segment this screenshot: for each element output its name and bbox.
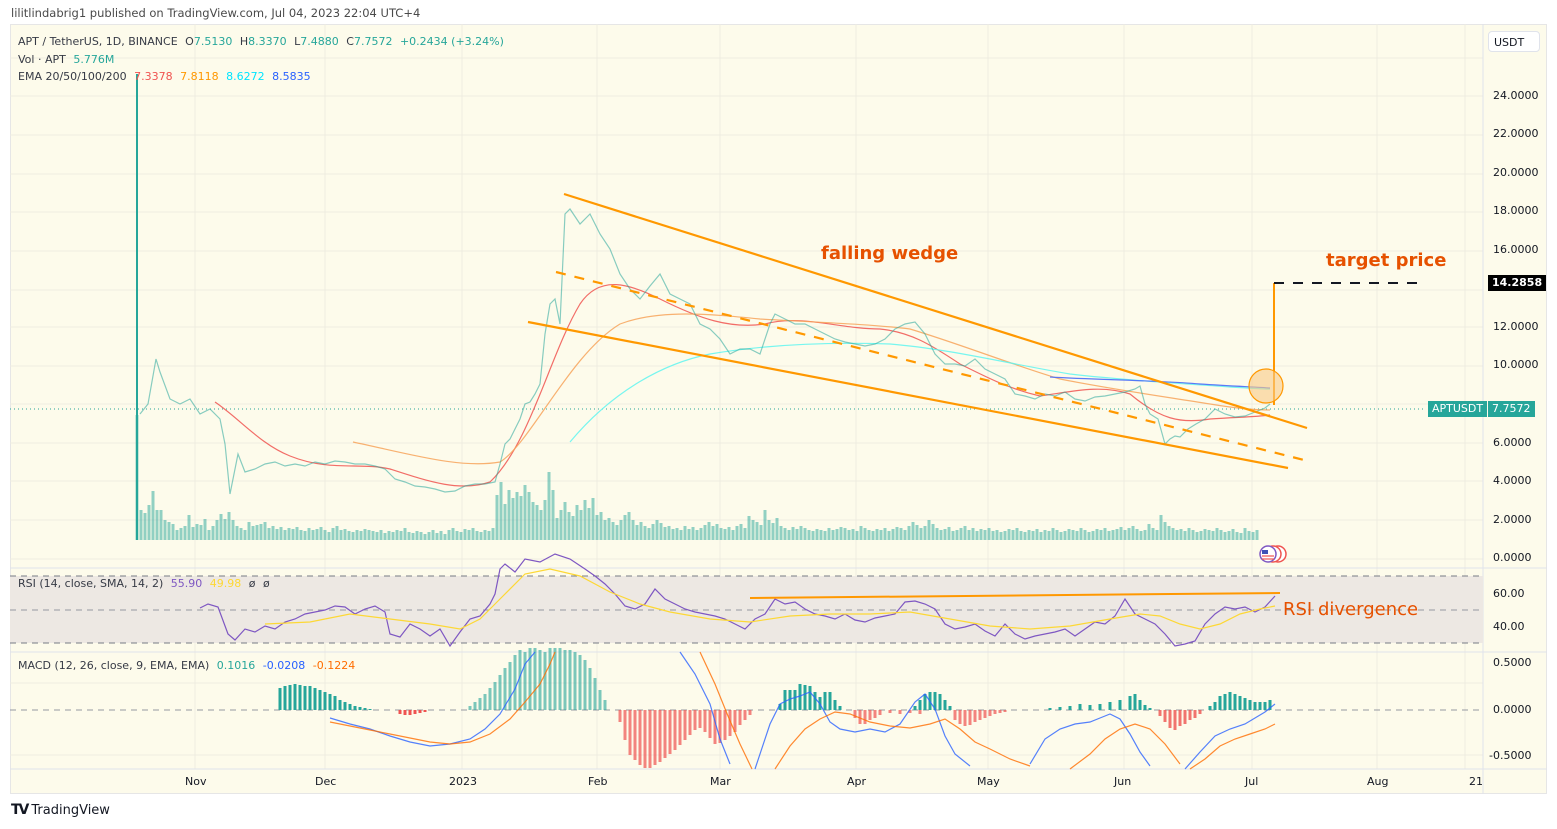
- ema-label: EMA 20/50/100/200: [18, 70, 127, 83]
- price-tick: 2.0000: [1493, 513, 1532, 526]
- rsi-tick: 40.00: [1493, 620, 1525, 633]
- ema100-line: [569, 342, 1271, 443]
- close-value: 7.7572: [353, 35, 393, 48]
- symbol-legend[interactable]: APT / TetherUS, 1D, BINANCE O7.5130 H8.3…: [18, 35, 508, 48]
- high-value: 8.3370: [248, 35, 287, 48]
- macd-legend[interactable]: MACD (12, 26, close, 9, EMA, EMA) 0.1016…: [18, 659, 359, 672]
- published-caption: lilitlindabrig1 published on TradingView…: [11, 6, 421, 20]
- ema20-value: 7.3378: [134, 70, 173, 83]
- ema100-value: 8.6272: [226, 70, 265, 83]
- ema20-line: [214, 283, 1271, 487]
- price-tick: 6.0000: [1493, 436, 1532, 449]
- target-price-label[interactable]: target price: [1326, 250, 1447, 271]
- open-value: 7.5130: [193, 35, 233, 48]
- macd-histogram: [278, 648, 1272, 768]
- ohlc-high: H8.3370: [240, 35, 287, 48]
- rsi-legend[interactable]: RSI (14, close, SMA, 14, 2) 55.90 49.98 …: [18, 577, 274, 590]
- price-tick: 16.0000: [1493, 243, 1539, 256]
- price-tick: 12.0000: [1493, 320, 1539, 333]
- low-value: 7.4880: [300, 35, 339, 48]
- volume-label: Vol · APT: [18, 53, 66, 66]
- target-price-tag: 14.2858: [1488, 275, 1547, 291]
- time-label: Jul: [1245, 775, 1259, 788]
- last-price-tag: 7.7572: [1488, 401, 1535, 417]
- time-label: May: [977, 775, 1000, 788]
- volume-legend[interactable]: Vol · APT 5.776M: [18, 53, 118, 66]
- price-tick: 10.0000: [1493, 358, 1539, 371]
- price-tick: 20.0000: [1493, 166, 1539, 179]
- ema200-value: 8.5835: [272, 70, 311, 83]
- rsi-tick: 60.00: [1493, 587, 1525, 600]
- ema50-value: 7.8118: [180, 70, 219, 83]
- ohlc-open: O7.5130: [185, 35, 232, 48]
- change-value: +0.2434 (+3.24%): [399, 35, 504, 48]
- macd-label: MACD (12, 26, close, 9, EMA, EMA): [18, 659, 210, 672]
- low-label: L: [294, 35, 301, 48]
- currency-button[interactable]: USDT: [1488, 31, 1540, 52]
- high-label: H: [239, 35, 249, 48]
- time-label: Nov: [185, 775, 207, 788]
- breakout-circle[interactable]: [1248, 368, 1284, 404]
- macd-tick: 0.0000: [1493, 703, 1532, 716]
- time-label: Aug: [1367, 775, 1389, 788]
- rsi-label: RSI (14, close, SMA, 14, 2): [18, 577, 164, 590]
- rsi-na-value-2: ø: [262, 577, 270, 590]
- close-label: C: [346, 35, 354, 48]
- price-tick: 24.0000: [1493, 89, 1539, 102]
- macd-signal-line: [329, 651, 1276, 770]
- time-label: 2023: [449, 775, 477, 788]
- ohlc-close: C7.7572: [346, 35, 392, 48]
- ema-legend[interactable]: EMA 20/50/100/200 7.3378 7.8118 8.6272 8…: [18, 70, 315, 83]
- open-label: O: [185, 35, 194, 48]
- tradingview-logo-icon: TV: [11, 802, 29, 818]
- price-tick: 4.0000: [1493, 474, 1532, 487]
- ohlc-low: L7.4880: [294, 35, 339, 48]
- macd-histogram-value: 0.1016: [216, 659, 256, 672]
- macd-tick: -0.5000: [1489, 749, 1532, 762]
- ema50-line: [352, 313, 1271, 465]
- falling-wedge[interactable]: [527, 192, 1309, 470]
- brand-name: TradingView: [31, 802, 110, 818]
- time-label: Jun: [1114, 775, 1132, 788]
- falling-wedge-label[interactable]: falling wedge: [821, 243, 959, 264]
- time-label: Feb: [588, 775, 608, 788]
- volume-value: 5.776M: [73, 53, 115, 66]
- symbol-tag: APTUSDT: [1428, 401, 1488, 417]
- candles: [136, 74, 1271, 540]
- chart-canvas[interactable]: [10, 24, 1547, 794]
- rsi-sma-line: [264, 568, 1276, 630]
- volume-bars: [135, 415, 1259, 540]
- grid-horizontals: [10, 57, 1483, 756]
- time-axis[interactable]: Nov Dec 2023 Feb Mar Apr May Jun Jul Aug…: [10, 770, 1483, 794]
- macd-signal-value: -0.1224: [312, 659, 356, 672]
- price-tick: 0.0000: [1493, 551, 1532, 564]
- time-label: Dec: [315, 775, 337, 788]
- us-flag-event-icon[interactable]: [1259, 545, 1287, 563]
- rsi-value: 55.90: [170, 577, 203, 590]
- price-tick: 18.0000: [1493, 204, 1539, 217]
- symbol-title: APT / TetherUS, 1D, BINANCE: [18, 35, 178, 48]
- rsi-divergence-label[interactable]: RSI divergence: [1283, 599, 1419, 620]
- rsi-sma-value: 49.98: [209, 577, 242, 590]
- price-tick: 22.0000: [1493, 127, 1539, 140]
- rsi-na-value-1: ø: [248, 577, 256, 590]
- time-label: 21: [1469, 775, 1483, 788]
- time-label: Mar: [710, 775, 731, 788]
- macd-tick: 0.5000: [1493, 656, 1532, 669]
- tradingview-brand[interactable]: TV TradingView: [11, 802, 110, 818]
- time-label: Apr: [847, 775, 867, 788]
- rsi-divergence-line[interactable]: [749, 592, 1281, 599]
- macd-value: -0.0208: [262, 659, 306, 672]
